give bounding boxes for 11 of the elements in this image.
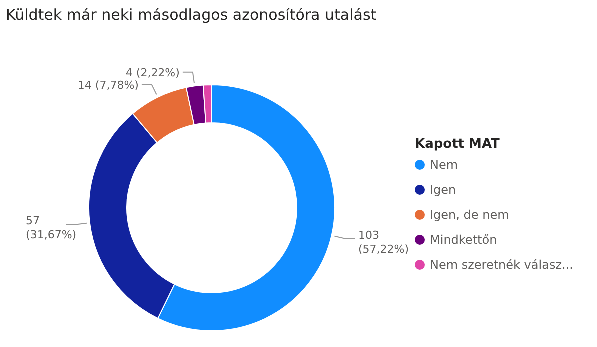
legend-label: Igen (430, 183, 456, 197)
data-label: 103 (57,22%) (358, 228, 410, 256)
data-label: 57 (31,67%) (26, 214, 77, 242)
chart-title: Küldtek már neki másodlagos azonosítóra utalást (6, 6, 377, 24)
data-label: 14 (7,78%) (78, 78, 139, 92)
legend-label: Mindkettőn (430, 233, 498, 247)
data-label: 4 (2,22%) (126, 66, 180, 80)
legend-title: Kapott MAT (415, 137, 500, 152)
legend-label: Nem szeretnék válasz... (430, 258, 574, 272)
legend-label: Nem (430, 158, 458, 172)
legend-label: Igen, de nem (430, 208, 510, 222)
